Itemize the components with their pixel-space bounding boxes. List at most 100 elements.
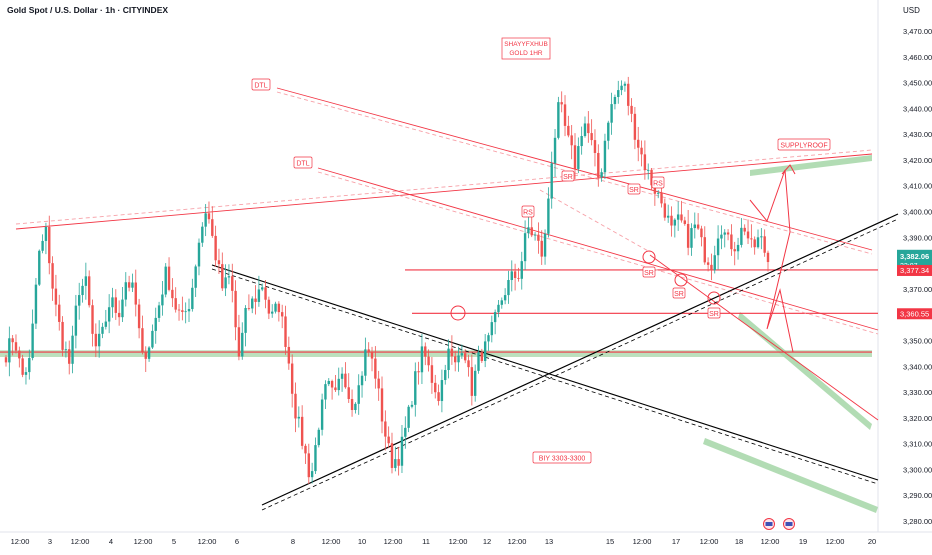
rs-label-1-box <box>521 205 535 218</box>
x-tick-label: 17 <box>672 537 680 546</box>
candle-body <box>420 346 424 373</box>
candle-body <box>204 213 207 227</box>
candle-body <box>547 198 550 234</box>
x-tick-label: 12:00 <box>322 537 341 546</box>
dtl-lower-label-box <box>293 156 313 169</box>
candle-body <box>726 232 730 235</box>
dtl-upper-label: DTL <box>254 83 267 90</box>
x-tick-label: 20 <box>868 537 876 546</box>
sr-label-3-box <box>642 266 656 278</box>
candle-body <box>663 203 667 218</box>
candle-body <box>550 163 553 199</box>
candle-body <box>510 271 513 281</box>
candle-body <box>117 312 121 318</box>
y-tick-label: 3,390.00 <box>903 233 932 242</box>
candle-body <box>437 392 440 402</box>
candle-body <box>523 233 527 262</box>
y-tick-label: 3,450.00 <box>903 79 932 88</box>
candle-body <box>417 371 420 373</box>
candle-body <box>637 139 640 148</box>
candle-body <box>457 355 460 363</box>
candle-body <box>640 147 643 155</box>
y-tick-label: 3,370.00 <box>903 285 932 294</box>
candle-body <box>237 327 241 357</box>
candle-body <box>603 140 607 173</box>
y-tick-label: 3,320.00 <box>903 414 932 423</box>
candle-body <box>553 137 557 164</box>
candle-body <box>58 304 61 322</box>
candle-body <box>590 133 593 141</box>
sr-label-3: SR <box>644 270 654 277</box>
candle-body <box>177 309 181 311</box>
candle-body <box>154 317 157 331</box>
supply-roof-label: SUPPLYROOF <box>780 143 827 150</box>
candle-body <box>623 83 627 86</box>
candle-body <box>87 276 91 306</box>
buy-zone-label-box <box>532 451 592 464</box>
chart-title: Gold Spot / U.S. Dollar · 1h · CITYINDEX <box>7 5 168 15</box>
candle-body <box>507 280 510 296</box>
candle-body <box>327 380 330 385</box>
candle-body <box>141 328 144 352</box>
candle-body <box>131 282 134 288</box>
candle-body <box>434 382 437 393</box>
candle-body <box>493 312 497 323</box>
channel-lower-line <box>649 254 879 421</box>
candle-body <box>740 227 743 245</box>
candle-body <box>61 321 64 350</box>
candle-body <box>350 399 354 410</box>
candle-body <box>51 263 54 289</box>
candle-body <box>71 335 74 364</box>
candle-body <box>357 385 360 404</box>
candle-body <box>460 353 464 356</box>
candle-body <box>151 330 154 348</box>
candle-body <box>354 403 357 410</box>
x-tick-label: 12:00 <box>384 537 403 546</box>
candle-body <box>244 308 247 333</box>
candle-body <box>64 349 68 351</box>
x-tick-label: 15 <box>606 537 614 546</box>
candle-body <box>261 287 264 290</box>
x-tick-label: 12:00 <box>761 537 780 546</box>
candle-body <box>104 321 108 327</box>
candle-body <box>557 102 560 138</box>
candle-body <box>284 316 287 347</box>
candle-body <box>247 308 251 309</box>
candle-body <box>680 214 683 221</box>
target-zone-1 <box>738 312 872 430</box>
candle-body <box>690 228 693 248</box>
candle-body <box>227 276 231 278</box>
y-tick-label: 3,420.00 <box>903 156 932 165</box>
candle-body <box>287 346 291 364</box>
dtl-lower-dashed <box>317 171 879 335</box>
candle-body <box>736 244 740 252</box>
candle-body <box>234 290 237 328</box>
candle-body <box>497 304 500 313</box>
candle-body <box>660 192 663 204</box>
black-descending-dashed <box>211 268 879 485</box>
candle-body <box>264 287 267 300</box>
candle-body <box>490 322 494 336</box>
candle-body <box>254 298 257 302</box>
candle-body <box>187 309 191 312</box>
candle-body <box>54 288 58 305</box>
y-tick-label: 3,310.00 <box>903 440 932 449</box>
x-tick-label: 10 <box>358 537 366 546</box>
candle-body <box>454 356 457 363</box>
x-tick-label: 11 <box>422 537 430 546</box>
candle-body <box>487 335 490 342</box>
candle-body <box>733 249 736 252</box>
candle-body <box>157 305 161 318</box>
candle-body <box>440 380 444 402</box>
candle-body <box>197 242 201 267</box>
candle-body <box>271 311 274 314</box>
sr-label-4-box <box>672 287 686 299</box>
candle-body <box>78 295 81 306</box>
dtl-lower-line <box>317 167 879 331</box>
candle-body <box>297 416 301 419</box>
candle-body <box>693 224 696 229</box>
candle-body <box>427 356 430 366</box>
candle-body <box>68 349 71 364</box>
